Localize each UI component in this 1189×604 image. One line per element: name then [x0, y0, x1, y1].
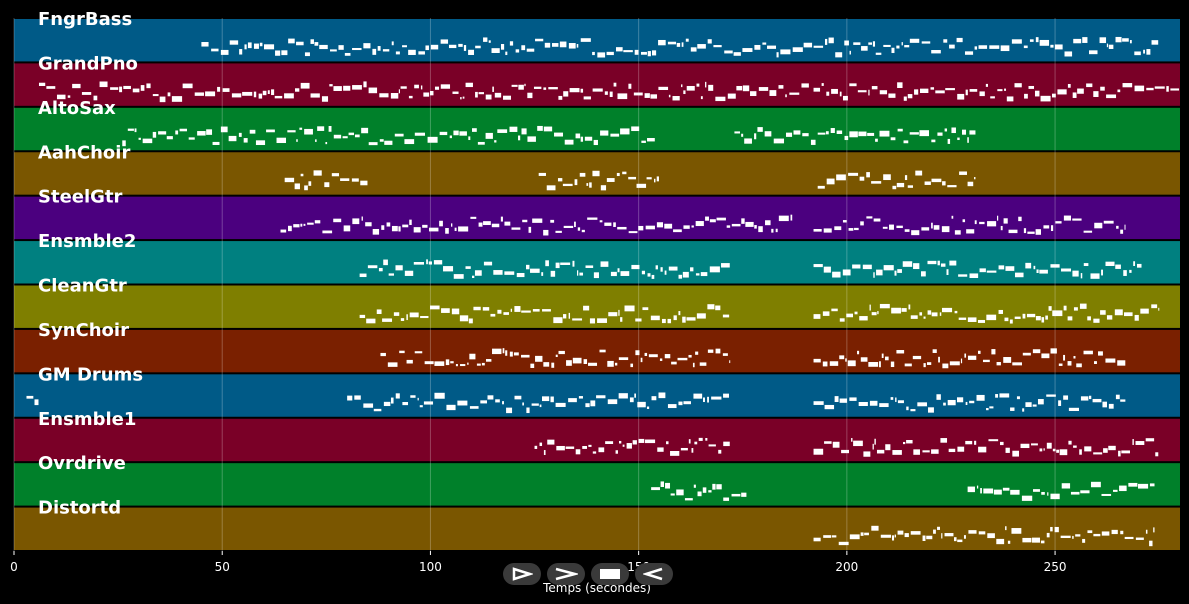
track-band	[14, 418, 1180, 462]
note-segment	[813, 215, 1126, 236]
note-segment	[813, 393, 1126, 413]
track-label: AltoSax	[38, 98, 116, 119]
track-label: Ensmble1	[38, 409, 136, 430]
x-tick-label: 50	[215, 560, 230, 574]
play-forward-button[interactable]	[503, 563, 541, 585]
note-segment	[651, 481, 747, 501]
note-segment	[347, 392, 730, 414]
note-segment	[817, 170, 976, 190]
x-tick-label: 250	[1044, 560, 1067, 574]
note-segment	[813, 303, 1160, 324]
x-tick-label: 100	[419, 560, 442, 574]
note-segment	[122, 125, 655, 147]
playback-controls	[503, 563, 673, 585]
next-button[interactable]	[547, 563, 585, 585]
note-segment	[813, 260, 1142, 279]
note-segment	[813, 348, 1126, 369]
track-label: SteelGtr	[38, 187, 123, 208]
track-band	[14, 285, 1180, 328]
play-reverse-button[interactable]	[635, 563, 673, 585]
track-band	[14, 329, 1180, 373]
track-band	[14, 463, 1180, 506]
play-reverse-icon	[643, 567, 663, 581]
track-label: GrandPno	[38, 53, 138, 74]
note-segment	[280, 214, 793, 236]
track-label: Distortd	[38, 498, 121, 519]
play-icon	[512, 567, 533, 581]
note-segment	[201, 36, 1159, 58]
note-segment	[380, 348, 731, 368]
track-label: CleanGtr	[38, 276, 127, 297]
chevron-right-icon	[555, 567, 578, 581]
x-tick-label: 0	[10, 560, 18, 574]
track-label: FngrBass	[38, 9, 132, 30]
track-band	[14, 19, 1180, 62]
note-segment	[359, 304, 730, 324]
note-segment	[284, 170, 368, 191]
track-band	[14, 507, 1180, 550]
track-band	[14, 63, 1180, 106]
track-label: GM Drums	[38, 364, 143, 385]
note-segment	[734, 127, 976, 145]
track-label: SynChoir	[38, 320, 129, 341]
note-segment	[534, 437, 730, 456]
track-label: AahChoir	[38, 142, 130, 163]
note-segment	[813, 438, 1159, 457]
note-segment	[813, 82, 1180, 102]
stop-icon	[600, 569, 620, 579]
note-segment	[538, 170, 659, 191]
stop-button[interactable]	[591, 563, 629, 585]
track-label: Ensmble2	[38, 231, 136, 252]
note-segment	[359, 259, 730, 279]
x-tick-label: 200	[835, 560, 858, 574]
note-segment	[26, 395, 39, 406]
track-label: Ovrdrive	[38, 453, 126, 474]
note-segment	[813, 525, 1155, 547]
note-segment	[38, 81, 809, 103]
note-segment	[967, 481, 1155, 501]
